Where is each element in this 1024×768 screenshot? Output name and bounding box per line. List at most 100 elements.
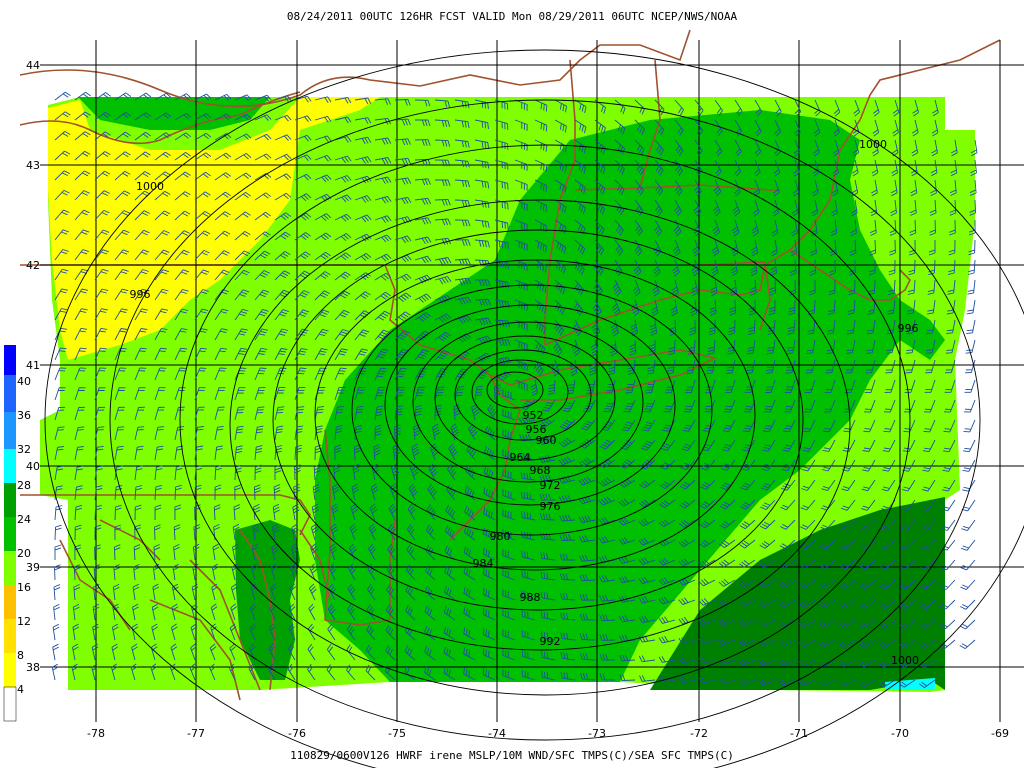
- wind-barb: [466, 444, 476, 461]
- wind-barb: [689, 319, 696, 336]
- wind-barb: [502, 669, 516, 681]
- wind-barb: [520, 491, 536, 501]
- wind-barb: [434, 159, 451, 167]
- wind-barb: [314, 425, 323, 441]
- wind-barb: [314, 251, 331, 261]
- wind-barb: [520, 511, 536, 521]
- wind-barb: [174, 230, 190, 241]
- wind-barb: [718, 578, 736, 587]
- wind-barb: [950, 179, 957, 196]
- wind-barb: [823, 419, 836, 433]
- wind-barb: [698, 578, 716, 587]
- wind-barb: [681, 439, 696, 452]
- wind-barb: [427, 483, 437, 501]
- wind-barb: [254, 211, 271, 221]
- wind-barb: [712, 199, 721, 217]
- wind-barb: [779, 559, 796, 569]
- wind-barb: [132, 583, 140, 601]
- wind-barb: [474, 199, 490, 209]
- wind-barb: [174, 484, 182, 501]
- wind-barb: [194, 171, 211, 181]
- wind-barb: [214, 93, 232, 101]
- wind-barb: [560, 671, 576, 681]
- wind-barb: [859, 639, 876, 648]
- wind-barb: [738, 678, 756, 685]
- wind-barb: [54, 544, 62, 560]
- wind-barb: [387, 523, 396, 541]
- wind-barb: [758, 659, 776, 666]
- wind-barb: [474, 298, 491, 306]
- wind-barb: [539, 418, 556, 428]
- wind-barb: [114, 210, 130, 221]
- wind-barb: [213, 504, 221, 521]
- wind-barb: [880, 559, 896, 570]
- wind-barb: [348, 563, 356, 581]
- wind-barb: [327, 623, 336, 641]
- wind-barb: [559, 419, 576, 430]
- wind-barb: [810, 239, 817, 257]
- wind-barb: [672, 259, 680, 277]
- wind-barb: [846, 319, 856, 335]
- wind-barb: [214, 269, 230, 281]
- wind-barb: [94, 426, 105, 441]
- wind-barb: [385, 604, 396, 621]
- wind-barb: [559, 573, 576, 581]
- wind-barb: [850, 219, 857, 237]
- wind-barb: [463, 627, 476, 641]
- wind-barb: [294, 290, 310, 301]
- wind-barb: [254, 308, 269, 321]
- wind-barb: [962, 439, 976, 453]
- wind-barb: [346, 624, 356, 641]
- wind-barb: [921, 519, 936, 531]
- wind-barb: [625, 379, 636, 394]
- wind-barb: [350, 503, 358, 521]
- wind-barb: [212, 543, 220, 561]
- wind-barb: [154, 524, 161, 541]
- wind-barb: [539, 493, 556, 501]
- isobar-label: 1000: [136, 180, 164, 193]
- wind-barb: [922, 459, 936, 472]
- wind-barb: [721, 439, 736, 452]
- wind-barb: [447, 464, 457, 481]
- wind-barb: [154, 465, 163, 481]
- colorbar-label: 20: [17, 547, 31, 560]
- wind-barb: [111, 623, 119, 641]
- wind-barb: [114, 190, 131, 201]
- temperature-field: [40, 97, 975, 692]
- wind-barb: [793, 139, 801, 157]
- wind-barb: [314, 309, 330, 321]
- wind-barb: [134, 269, 149, 281]
- wind-barb: [698, 637, 716, 645]
- wind-barb: [759, 519, 776, 530]
- wind-barb: [234, 133, 252, 141]
- wind-barb: [666, 359, 676, 375]
- wind-barb: [334, 329, 349, 341]
- wind-barb: [74, 229, 90, 241]
- wind-barb: [294, 348, 308, 361]
- wind-barb: [443, 646, 456, 661]
- wind-barb: [813, 139, 820, 157]
- wind-barb: [494, 371, 511, 381]
- wind-barb: [520, 472, 536, 481]
- wind-barb: [794, 119, 801, 137]
- wind-barb: [574, 239, 586, 255]
- wind-barb: [502, 589, 516, 601]
- wind-barb: [463, 546, 476, 561]
- wind-barb: [329, 543, 338, 561]
- isobar-952: [486, 371, 544, 409]
- wind-barb: [131, 643, 138, 661]
- wind-barb: [464, 505, 476, 521]
- wind-barb: [925, 339, 936, 354]
- wind-barb: [385, 645, 396, 661]
- wind-barb: [554, 299, 565, 315]
- wind-barb: [74, 249, 89, 261]
- wind-barb: [778, 619, 796, 628]
- wind-barb: [254, 464, 262, 481]
- wind-barb: [249, 603, 257, 621]
- wind-barb: [334, 96, 352, 104]
- wind-barb: [758, 619, 776, 627]
- wind-barb: [764, 379, 776, 393]
- wind-barb: [773, 179, 780, 197]
- wind-barb: [294, 328, 309, 341]
- wind-barb: [788, 299, 796, 316]
